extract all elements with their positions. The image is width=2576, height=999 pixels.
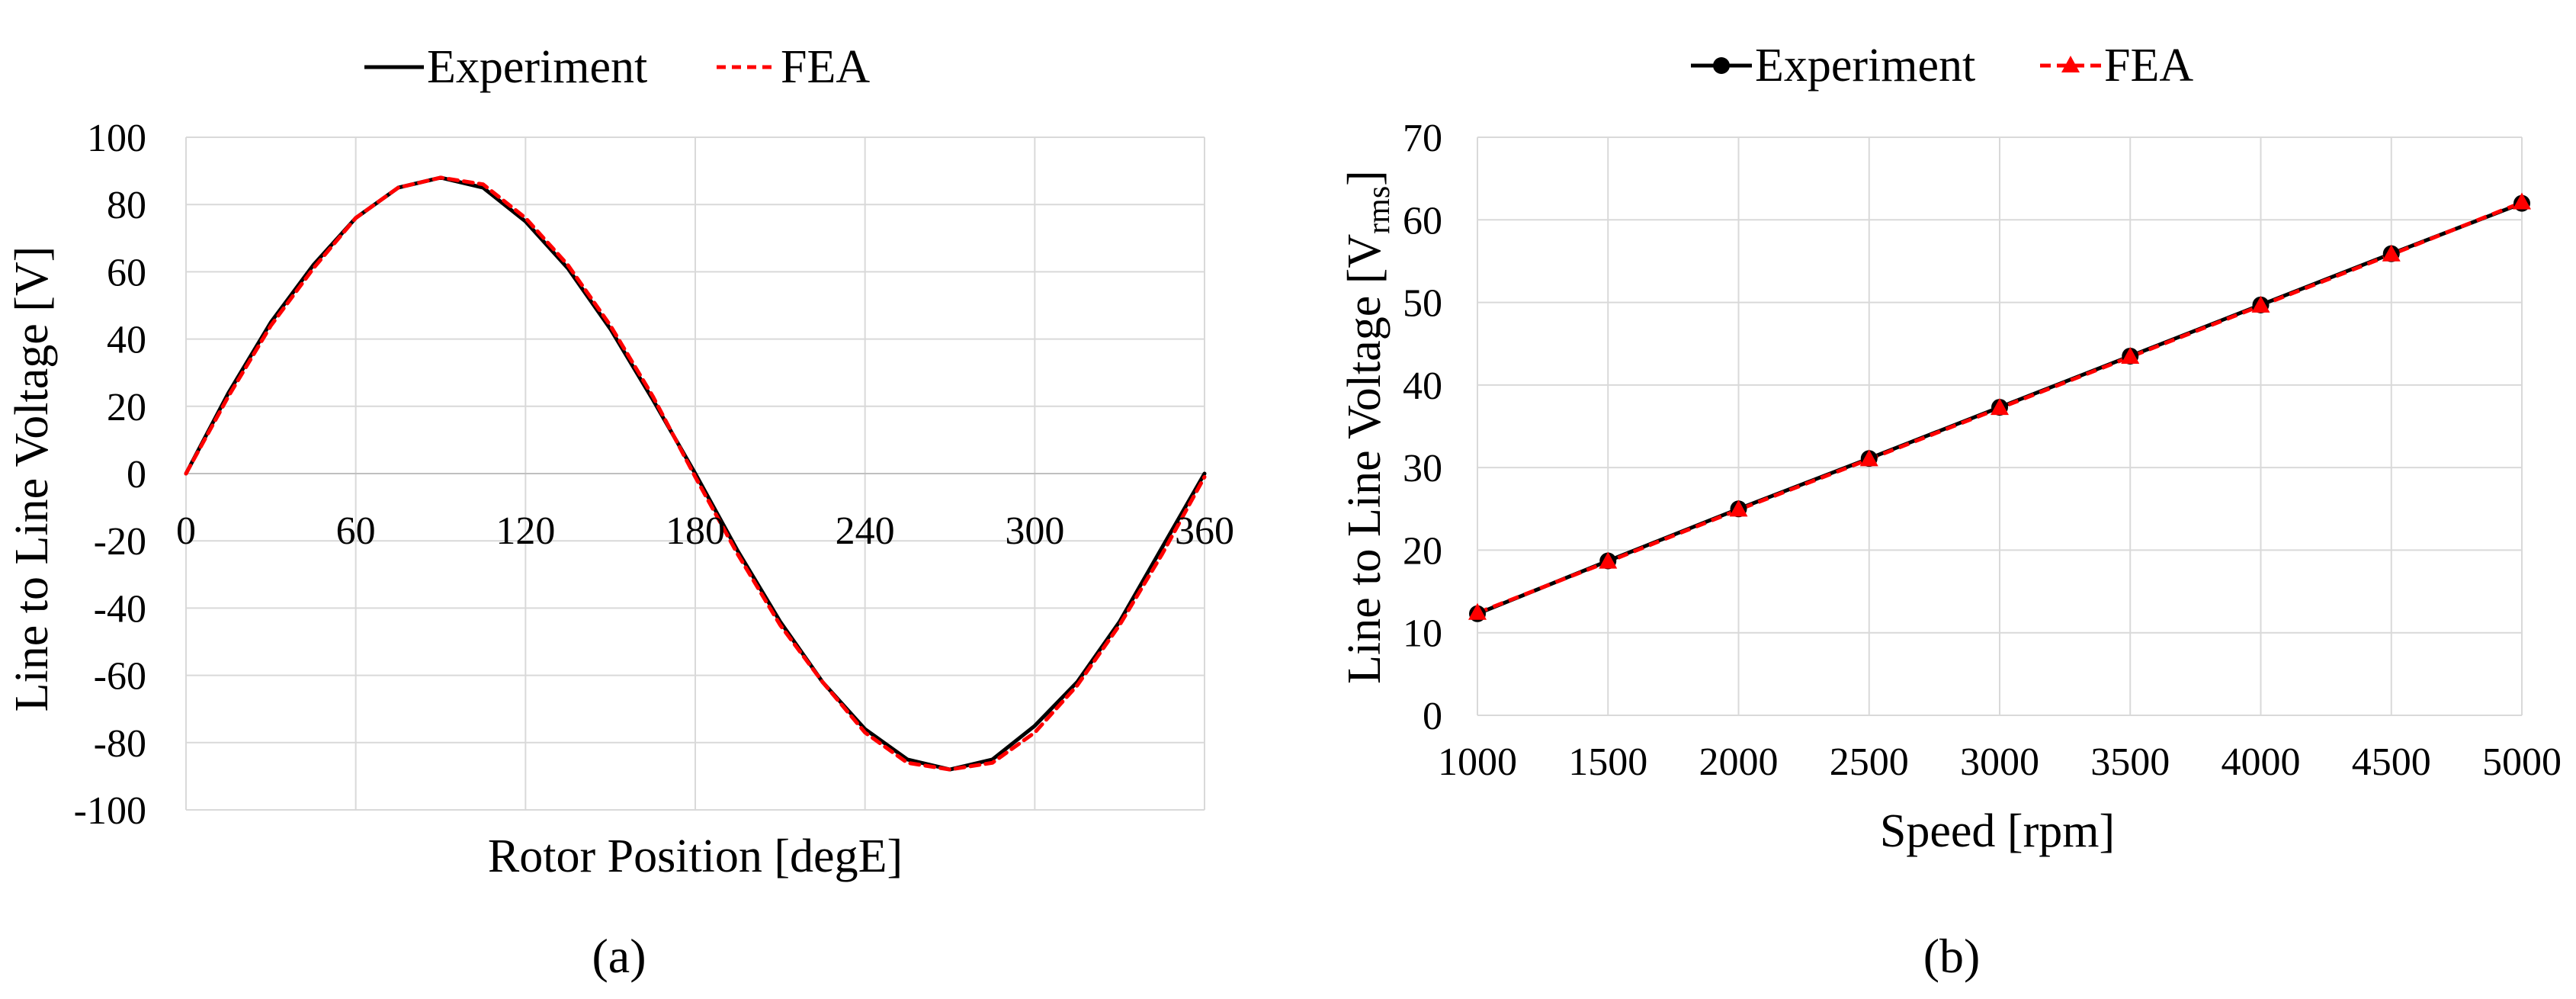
panel-a-y-tick-label: 80 xyxy=(107,184,146,227)
panel-b-x-tick-label: 3000 xyxy=(1960,740,2039,784)
legend-experiment-circle-marker xyxy=(1713,57,1730,74)
panel-a-y-tick-label: -80 xyxy=(94,722,146,766)
legend-experiment-label: Experiment xyxy=(427,41,647,93)
panel-b-x-tick-label: 1500 xyxy=(1568,740,1647,784)
panel-b-x-tick-label: 2500 xyxy=(1830,740,1909,784)
panel-b-x-tick-label: 2000 xyxy=(1699,740,1779,784)
panel-b-y-tick-label: 70 xyxy=(1403,117,1442,160)
panel-a-y-tick-label: 40 xyxy=(107,319,146,362)
panel-b-x-axis-title: Speed [rpm] xyxy=(1880,805,2115,857)
panel-a-x-tick-label: 360 xyxy=(1175,509,1234,553)
panel-b-legend: Experiment FEA xyxy=(1691,40,2193,92)
legend-fea-triangle-marker xyxy=(2061,56,2080,72)
panel-b-series xyxy=(1468,192,2531,622)
panel-a-y-tick-label: 20 xyxy=(107,386,146,429)
panel-b-y-axis-title: Line to Line Voltage [Vrms] xyxy=(1339,170,1397,684)
panel-b-label: (b) xyxy=(1923,929,1981,983)
panel-a-y-tick-label: 100 xyxy=(87,117,146,160)
panel-b-fea-point xyxy=(1468,602,1487,620)
panel-a-y-tick-label: -20 xyxy=(94,520,146,564)
panel-a-x-tick-label: 300 xyxy=(1005,509,1064,553)
panel-a-tick-labels: -100 -80 -60 -40 -20 0 20 40 60 80 100 0 60 120 180 240… xyxy=(74,117,1234,833)
panel-a-x-tick-label: 60 xyxy=(336,509,376,553)
panel-b-fea-point xyxy=(1729,500,1748,517)
panel-b-y-axis-title-close: ] xyxy=(1339,170,1391,186)
panel-a-y-tick-label: 0 xyxy=(127,453,146,496)
panel-a-x-tick-label: 180 xyxy=(666,509,725,553)
panel-b-fea-point xyxy=(1859,449,1878,467)
panel-b-x-tick-label: 1000 xyxy=(1438,740,1517,784)
panel-b-x-tick-label: 3500 xyxy=(2090,740,2170,784)
panel-a-series xyxy=(184,175,1207,772)
panel-b-y-tick-label: 50 xyxy=(1403,282,1442,326)
panel-b-fea-point xyxy=(2121,347,2140,365)
legend-experiment-label: Experiment xyxy=(1755,40,1975,92)
panel-b-y-axis-title-main: Line to Line Voltage [V xyxy=(1339,234,1391,684)
panel-b-fea-point xyxy=(2382,244,2401,262)
panel-b-tick-labels: 0 10 20 30 40 50 60 70 1000 1500 2000 2500 3000 3500 4… xyxy=(1403,117,2562,784)
panel-b-y-axis-title-subscript: rms xyxy=(1362,186,1397,234)
panel-a-x-axis-title: Rotor Position [degE] xyxy=(488,830,903,882)
panel-b-y-tick-label: 0 xyxy=(1423,695,1442,738)
panel-b-y-tick-label: 60 xyxy=(1403,199,1442,243)
panel-a-label: (a) xyxy=(592,929,646,983)
panel-b-y-tick-label: 30 xyxy=(1403,447,1442,490)
panel-a-x-tick-label: 240 xyxy=(836,509,895,553)
panel-b-x-tick-label: 5000 xyxy=(2482,740,2562,784)
panel-a-y-tick-label: -100 xyxy=(74,789,146,833)
legend-fea-label: FEA xyxy=(2104,40,2193,92)
panel-b-gridlines xyxy=(1477,137,2523,716)
panel-a-y-axis-title: Line to Line Voltage [V] xyxy=(6,246,58,712)
panel-b-y-tick-label: 20 xyxy=(1403,529,1442,573)
panel-b-y-tick-label: 40 xyxy=(1403,365,1442,408)
panel-b-fea-point xyxy=(1599,551,1618,569)
panel-a-y-tick-label: 60 xyxy=(107,251,146,294)
panel-a-fea-line xyxy=(184,175,1207,772)
panel-b-x-tick-label: 4500 xyxy=(2352,740,2431,784)
legend-fea-label: FEA xyxy=(781,41,870,93)
panel-a-x-tick-label: 0 xyxy=(176,509,196,553)
panel-a-chart: -100 -80 -60 -40 -20 0 20 40 60 80 100 0 60 120 180 240… xyxy=(6,41,1234,983)
panel-a-y-tick-label: -60 xyxy=(94,655,146,699)
panel-b-fea-point xyxy=(2251,295,2270,313)
panel-a-y-tick-label: -40 xyxy=(94,587,146,631)
panel-b-x-tick-label: 4000 xyxy=(2222,740,2301,784)
panel-a-x-tick-label: 120 xyxy=(496,509,555,553)
panel-b-fea-point xyxy=(1991,398,2009,416)
panel-b-y-tick-label: 10 xyxy=(1403,612,1442,656)
panel-b-fea-point xyxy=(2513,192,2531,210)
panel-a-legend: Experiment FEA xyxy=(364,41,870,93)
panel-b-chart: 0 10 20 30 40 50 60 70 1000 1500 2000 2500 3000 3500 4… xyxy=(1339,40,2562,983)
